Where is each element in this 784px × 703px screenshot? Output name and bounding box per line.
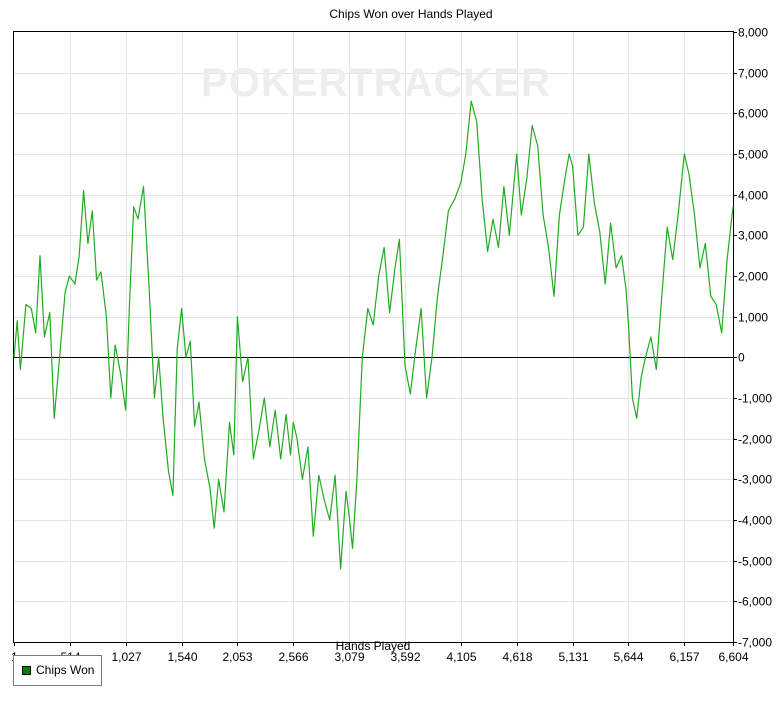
x-tick-label: 1,027 — [111, 650, 141, 664]
x-axis-label: Hands Played — [336, 639, 411, 653]
y-tick-label: 6,000 — [738, 107, 768, 121]
x-tick-label: 3,592 — [390, 650, 420, 664]
y-tick-label: 0 — [738, 351, 745, 365]
y-tick-label: 3,000 — [738, 229, 768, 243]
y-tick-label: 1,000 — [738, 311, 768, 325]
grid-lines — [14, 32, 733, 642]
x-tick-label: 2,053 — [222, 650, 252, 664]
y-tick-label: -7,000 — [738, 636, 772, 650]
x-tick-label: 4,618 — [502, 650, 532, 664]
x-tick-label: 4,105 — [446, 650, 476, 664]
legend: Chips Won — [13, 655, 102, 686]
x-tick-label: 2,566 — [278, 650, 308, 664]
y-tick-label: -4,000 — [738, 514, 772, 528]
y-tick-label: 5,000 — [738, 148, 768, 162]
x-axis: 15141,0271,5402,0532,5663,0793,5924,1054… — [11, 642, 749, 664]
x-tick-label: 6,604 — [718, 650, 748, 664]
series-line-chips-won — [13, 100, 734, 570]
x-tick-label: 1,540 — [167, 650, 197, 664]
y-tick-label: -5,000 — [738, 555, 772, 569]
x-tick-label: 6,157 — [669, 650, 699, 664]
y-tick-label: -2,000 — [738, 433, 772, 447]
plot-area — [13, 31, 734, 643]
legend-swatch — [22, 666, 31, 675]
y-axis: 8,000 7,000 6,000 5,000 4,000 3,000 2,000 1,000… — [733, 26, 772, 650]
x-tick-label: 5,644 — [613, 650, 643, 664]
legend-label: Chips Won — [36, 663, 95, 677]
y-tick-label: -1,000 — [738, 392, 772, 406]
y-tick-label: 8,000 — [738, 26, 768, 40]
y-tick-label: 4,000 — [738, 189, 768, 203]
series-group — [13, 100, 734, 570]
y-tick-label: -6,000 — [738, 595, 772, 609]
y-tick-label: 2,000 — [738, 270, 768, 284]
y-tick-label: 7,000 — [738, 67, 768, 81]
watermark-text: POKERTRACKER — [201, 61, 551, 105]
x-tick-label: 3,079 — [334, 650, 364, 664]
y-tick-label: -3,000 — [738, 473, 772, 487]
chart-title: Chips Won over Hands Played — [329, 7, 492, 21]
x-tick-label: 5,131 — [558, 650, 588, 664]
